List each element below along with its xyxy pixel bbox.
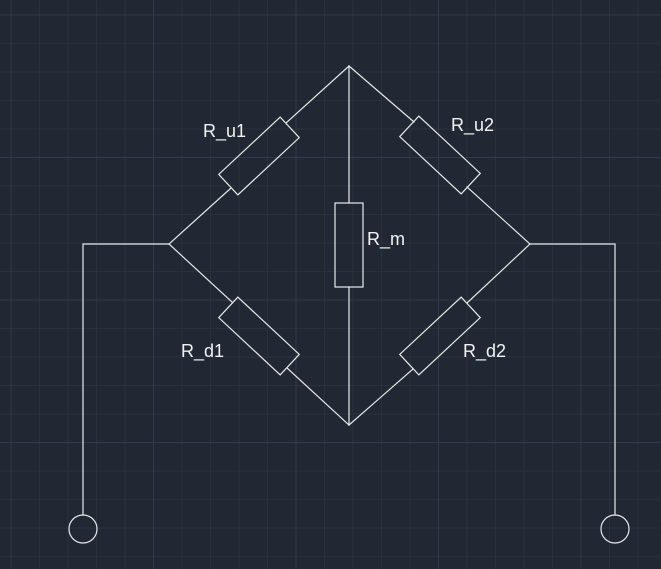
wire-rd2-right xyxy=(466,243,531,304)
wire-left-lead xyxy=(82,243,170,516)
wire-ru2-right xyxy=(466,186,531,245)
resistor-r-m[interactable] xyxy=(334,202,364,288)
label-r-u2: R_u2 xyxy=(451,115,494,136)
terminal-right[interactable] xyxy=(600,514,630,544)
wire-top-ru1 xyxy=(285,65,350,124)
label-r-d2: R_d2 xyxy=(463,341,506,362)
terminal-left[interactable] xyxy=(68,514,98,544)
wires xyxy=(82,65,616,516)
label-r-u1: R_u1 xyxy=(203,121,246,142)
wire-top-ru2 xyxy=(348,65,415,123)
wire-ru1-left xyxy=(168,187,232,245)
wire-rd1-bottom xyxy=(286,367,350,426)
resistor-r-u1[interactable] xyxy=(217,116,301,196)
resistors xyxy=(217,115,482,376)
resistor-r-d2[interactable] xyxy=(398,296,482,376)
wire-right-lead xyxy=(529,243,616,516)
label-r-m: R_m xyxy=(367,229,405,250)
resistor-r-d1[interactable] xyxy=(217,296,301,376)
wire-left-rd1 xyxy=(168,243,233,303)
resistor-r-u2[interactable] xyxy=(398,115,482,195)
wire-bottom-rd2 xyxy=(348,368,414,426)
label-r-d1: R_d1 xyxy=(181,341,224,362)
